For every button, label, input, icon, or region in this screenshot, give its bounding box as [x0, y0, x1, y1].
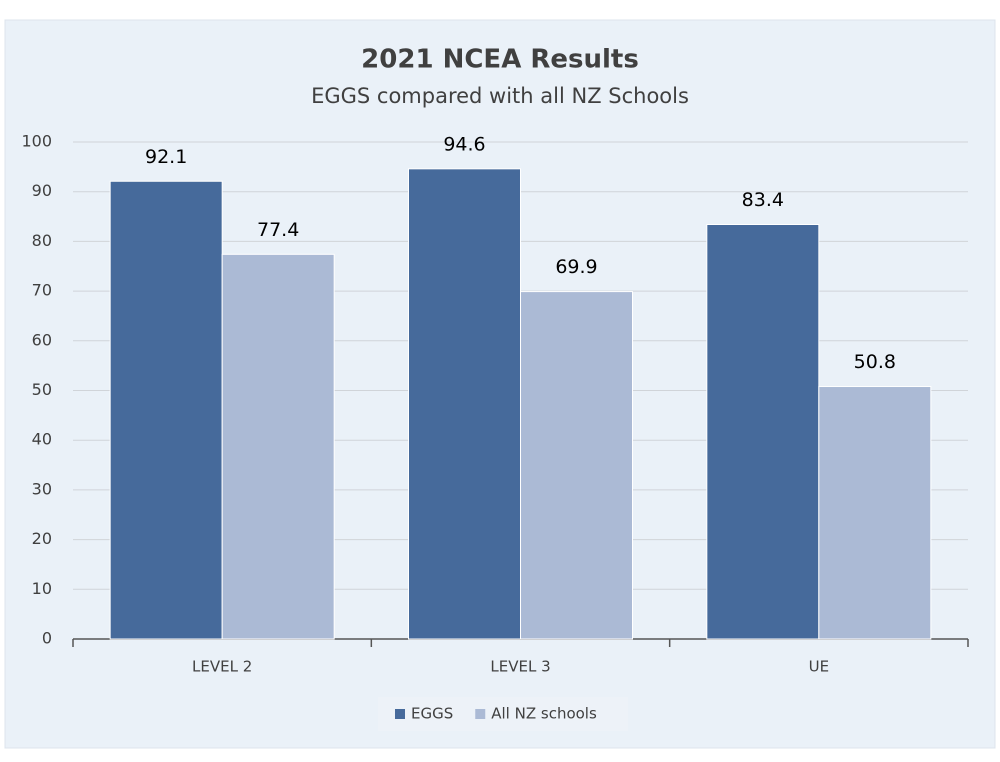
y-tick-label: 0	[42, 629, 52, 648]
legend-swatch	[395, 709, 405, 719]
x-tick-label: LEVEL 3	[490, 658, 550, 676]
y-tick-label: 30	[32, 479, 52, 498]
chart-subtitle: EGGS compared with all NZ Schools	[311, 84, 689, 108]
legend-label: EGGS	[411, 705, 453, 723]
y-tick-label: 50	[32, 380, 52, 399]
y-tick-label: 80	[32, 231, 52, 250]
data-label: 92.1	[145, 146, 187, 168]
data-label: 77.4	[257, 219, 299, 241]
bar	[818, 386, 932, 640]
x-tick-label: UE	[809, 658, 829, 676]
y-tick-label: 70	[32, 281, 52, 300]
data-label: 50.8	[854, 351, 896, 373]
bar	[109, 180, 223, 640]
bar	[221, 253, 335, 640]
legend-box	[378, 697, 628, 731]
y-tick-label: 40	[32, 430, 52, 449]
y-tick-label: 100	[21, 132, 52, 151]
bar	[408, 168, 521, 640]
chart-title: 2021 NCEA Results	[361, 45, 639, 75]
legend-swatch	[475, 709, 486, 719]
y-tick-label: 90	[32, 181, 52, 200]
data-label: 94.6	[443, 133, 485, 155]
y-tick-label: 60	[32, 330, 52, 349]
y-tick-label: 20	[32, 529, 52, 548]
data-label: 69.9	[555, 256, 597, 278]
bar	[520, 291, 633, 640]
bar	[706, 224, 820, 640]
data-label: 83.4	[742, 189, 784, 211]
legend-label: All NZ schools	[491, 705, 597, 723]
x-tick-label: LEVEL 2	[192, 658, 252, 676]
y-tick-label: 10	[32, 579, 52, 598]
